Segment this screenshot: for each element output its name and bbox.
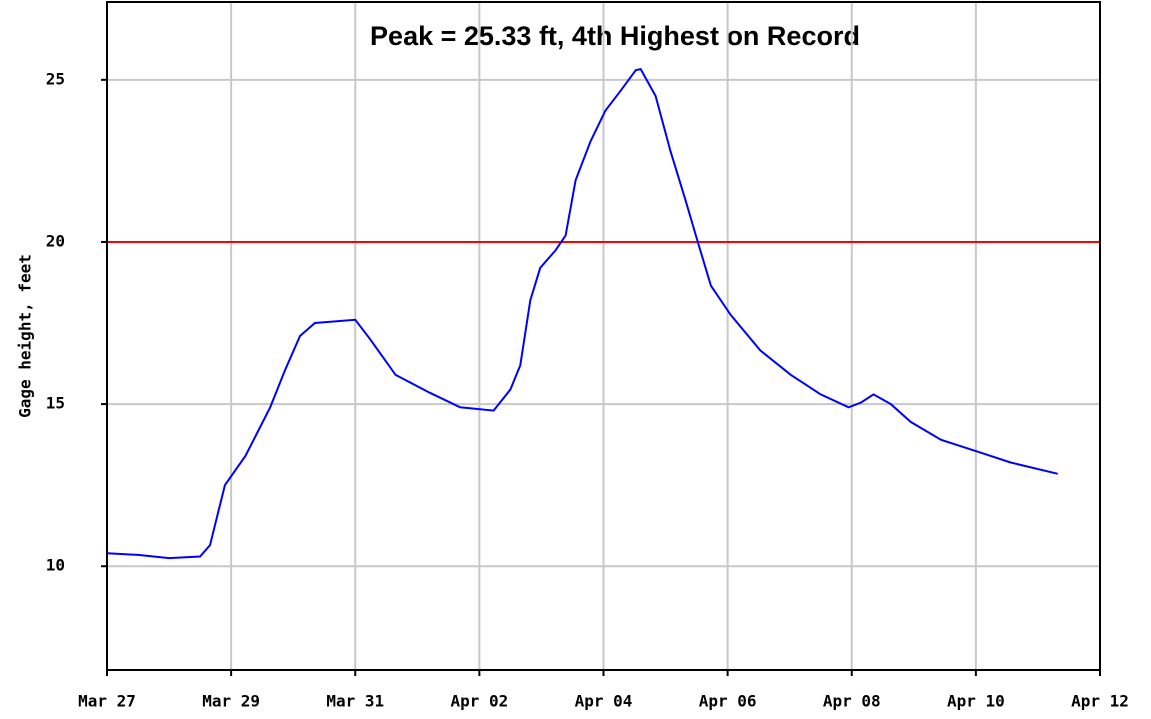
y-tick-label: 25: [46, 69, 65, 88]
x-tick-label: Mar 31: [326, 692, 384, 711]
data-line: [106, 67, 1059, 560]
x-tick-label: Apr 12: [1071, 692, 1129, 711]
y-tick-label: 15: [46, 394, 65, 413]
x-tick-label: Apr 10: [947, 692, 1005, 711]
plot-frame: [106, 1, 1101, 671]
y-axis-label: Gage height, feet: [16, 254, 35, 418]
x-tick-label: Apr 02: [450, 692, 508, 711]
y-tick-label: 20: [46, 231, 65, 250]
x-tick-label: Apr 04: [575, 692, 633, 711]
chart-title: Peak = 25.33 ft, 4th Highest on Record: [370, 21, 860, 51]
x-tick-label: Mar 27: [78, 692, 136, 711]
x-tick-label: Mar 29: [202, 692, 260, 711]
x-tick-label: Apr 06: [699, 692, 757, 711]
y-tick-label: 10: [46, 556, 65, 575]
x-tick-label: Apr 08: [823, 692, 881, 711]
